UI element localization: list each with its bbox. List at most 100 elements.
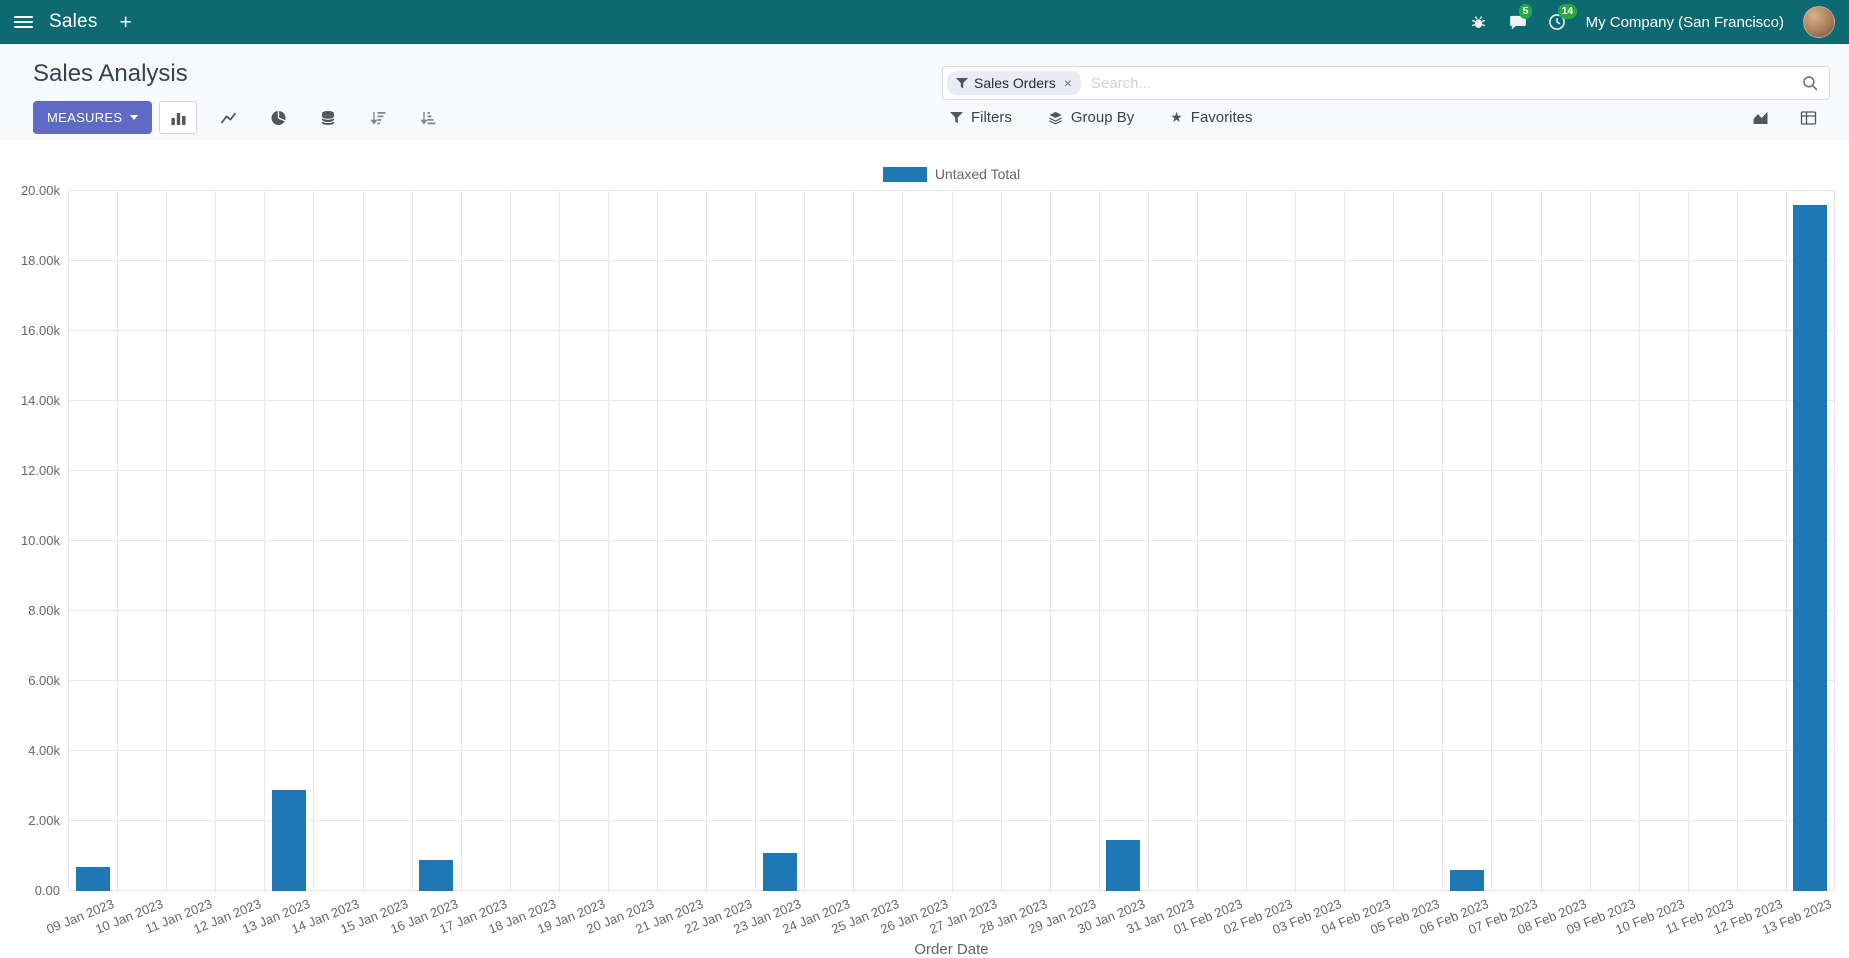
gridline-vertical — [1834, 191, 1835, 891]
gridline-horizontal — [68, 610, 1835, 611]
sort-descending-icon — [369, 111, 385, 125]
graph-view-button[interactable] — [1741, 101, 1779, 134]
gridline-vertical — [362, 191, 364, 891]
legend-color-box — [882, 166, 927, 182]
y-axis-labels: 0.00 2.00k 4.00k 6.00k 8.00k 10.00k 12.00k 14.0… — [0, 183, 60, 898]
filters-label: Filters — [971, 109, 1012, 126]
gridline-horizontal — [68, 820, 1835, 821]
view-switcher — [1741, 101, 1827, 134]
area-chart-icon — [1753, 111, 1767, 124]
measures-button-label: MEASURES — [47, 110, 123, 125]
chart-bar[interactable] — [1106, 840, 1141, 891]
filter-funnel-icon — [950, 111, 963, 123]
gridline-horizontal — [68, 260, 1835, 261]
chart-bar[interactable] — [1449, 870, 1484, 891]
company-switcher[interactable]: My Company (San Francisco) — [1585, 13, 1784, 31]
stacked-toggle-button[interactable] — [309, 101, 347, 134]
page-title: Sales Analysis — [33, 60, 188, 87]
gridline-vertical — [1000, 191, 1002, 891]
y-tick-label: 14.00k — [20, 393, 60, 408]
star-icon: ★ — [1170, 109, 1183, 125]
search-input[interactable] — [1088, 73, 1794, 93]
gridline-vertical — [951, 191, 953, 891]
gridline-vertical — [1687, 191, 1689, 891]
search-options: Filters Group By ★ Favorites — [950, 101, 1252, 134]
sort-ascending-icon — [419, 111, 435, 125]
gridline-vertical — [411, 191, 413, 891]
gridline-vertical — [1393, 191, 1395, 891]
gridline-vertical — [1098, 191, 1100, 891]
chart-area: Untaxed Total 0.00 2.00k 4.00k 6.00k 8.00k 10… — [0, 140, 1849, 958]
chart-bar[interactable] — [419, 859, 454, 891]
app-name[interactable]: Sales — [49, 11, 98, 32]
y-tick-label: 16.00k — [20, 323, 60, 338]
sort-ascending-button[interactable] — [409, 101, 447, 134]
chart-bar[interactable] — [1793, 205, 1828, 891]
chart-bar[interactable] — [271, 789, 306, 891]
apps-menu-icon[interactable] — [14, 16, 33, 28]
activities-count-badge: 14 — [1557, 4, 1578, 19]
gridline-vertical — [1736, 191, 1738, 891]
debug-bug-icon[interactable] — [1469, 12, 1489, 32]
gridline-vertical — [117, 191, 119, 891]
legend-label: Untaxed Total — [934, 166, 1021, 182]
line-chart-button[interactable] — [209, 101, 247, 134]
gridline-vertical — [804, 191, 806, 891]
activities-button[interactable]: 14 — [1547, 4, 1578, 32]
messages-count-badge: 5 — [1518, 4, 1533, 19]
y-tick-label: 2.00k — [28, 813, 60, 828]
bar-chart-icon — [171, 112, 185, 125]
gridline-vertical — [1785, 191, 1787, 891]
pie-chart-button[interactable] — [259, 101, 297, 134]
group-by-menu[interactable]: Group By — [1048, 109, 1134, 126]
y-tick-label: 12.00k — [20, 463, 60, 478]
search-facet-sales-orders: Sales Orders × — [947, 71, 1081, 95]
filters-menu[interactable]: Filters — [950, 109, 1012, 126]
y-tick-label: 4.00k — [28, 743, 60, 758]
gridline-horizontal — [68, 890, 1835, 891]
gridline-vertical — [460, 191, 462, 891]
chart-bar[interactable] — [75, 866, 110, 891]
messages-button[interactable]: 5 — [1508, 4, 1533, 32]
gridline-vertical — [1442, 191, 1444, 891]
gridline-vertical — [853, 191, 855, 891]
gridline-horizontal — [68, 540, 1835, 541]
gridline-vertical — [1049, 191, 1051, 891]
gridline-horizontal — [68, 330, 1835, 331]
gridline-horizontal — [68, 400, 1835, 401]
bar-chart-button[interactable] — [159, 101, 197, 134]
chart-legend: Untaxed Total — [68, 166, 1835, 182]
pie-chart-icon — [271, 110, 285, 125]
pivot-view-button[interactable] — [1789, 101, 1827, 134]
legend-item-untaxed-total[interactable]: Untaxed Total — [882, 166, 1021, 182]
pivot-table-icon — [1800, 110, 1816, 125]
x-axis-title: Order Date — [914, 941, 989, 958]
chevron-down-icon — [130, 115, 139, 120]
search-icon[interactable] — [1802, 75, 1819, 92]
y-tick-label: 18.00k — [20, 253, 60, 268]
gridline-vertical — [755, 191, 757, 891]
gridline-vertical — [1540, 191, 1542, 891]
gridline-horizontal — [68, 190, 1835, 191]
gridline-vertical — [607, 191, 609, 891]
user-avatar[interactable] — [1803, 6, 1835, 38]
gridline-horizontal — [68, 750, 1835, 751]
gridline-vertical — [1295, 191, 1297, 891]
measures-button[interactable]: MEASURES — [33, 101, 153, 134]
gridline-vertical — [1147, 191, 1149, 891]
chat-bubble-icon — [1508, 12, 1528, 32]
gridline-vertical — [215, 191, 217, 891]
y-tick-label: 20.00k — [20, 183, 60, 198]
line-chart-icon — [220, 111, 236, 124]
new-record-button[interactable]: + — [119, 10, 132, 34]
gridline-vertical — [1196, 191, 1198, 891]
gridline-vertical — [1491, 191, 1493, 891]
database-stacked-icon — [321, 110, 335, 125]
sort-descending-button[interactable] — [359, 101, 397, 134]
chart-bar[interactable] — [762, 852, 797, 891]
gridline-vertical — [558, 191, 560, 891]
facet-remove-icon[interactable]: × — [1063, 75, 1072, 91]
search-facet-label: Sales Orders — [974, 75, 1056, 91]
favorites-menu[interactable]: ★ Favorites — [1170, 109, 1252, 126]
y-tick-label: 6.00k — [28, 673, 60, 688]
